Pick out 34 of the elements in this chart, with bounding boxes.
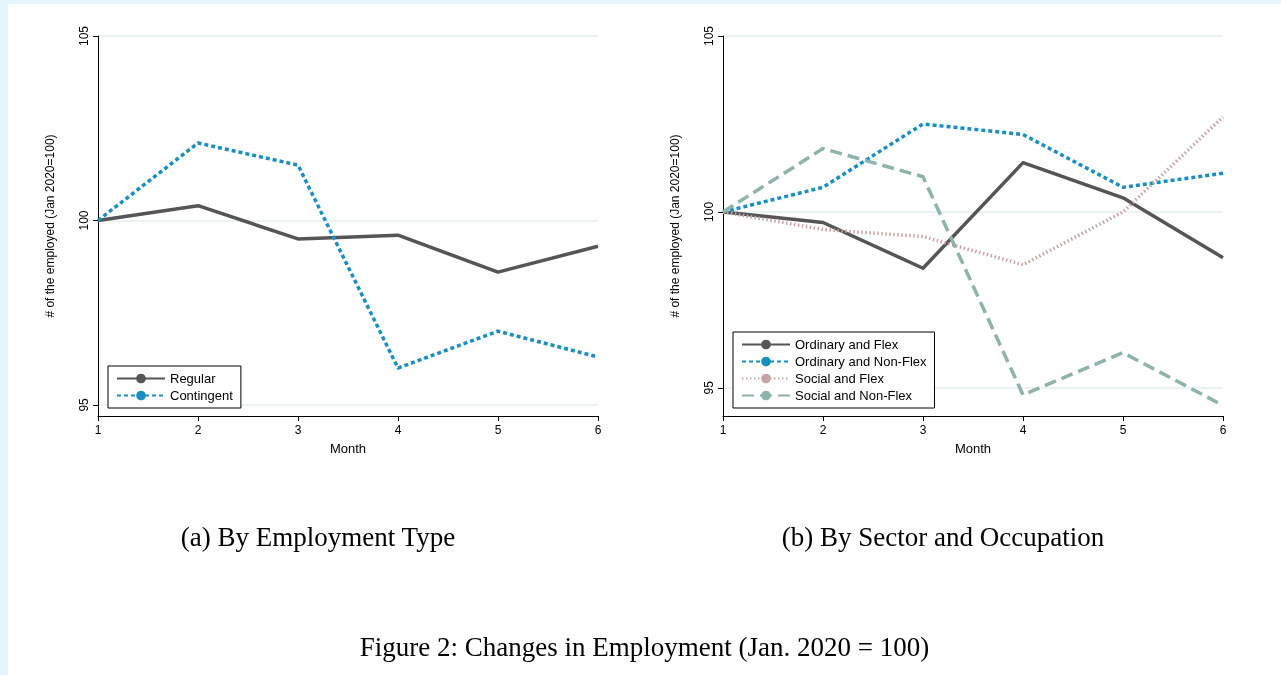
line-series bbox=[721, 115, 1225, 267]
x-tick-label: 1 bbox=[94, 423, 102, 437]
text: (b) By Sector and Occupation bbox=[780, 522, 1106, 553]
legend-label: Regular bbox=[170, 371, 217, 386]
x-tick-label: 1 bbox=[719, 423, 727, 437]
x-tick-label: 2 bbox=[819, 423, 827, 437]
x-tick-label: 5 bbox=[494, 423, 502, 437]
y-tick-label: 100 bbox=[77, 210, 91, 231]
x-axis-title: Month bbox=[329, 441, 367, 456]
y-tick-label: 100 bbox=[702, 201, 716, 222]
caption: Figure 2: Changes in Employment (Jan. 2020 = 100) bbox=[358, 632, 931, 663]
x-tick-label: 3 bbox=[919, 423, 927, 437]
x-tick-label: 6 bbox=[594, 423, 602, 437]
legend-label: Ordinary and Flex bbox=[795, 337, 899, 352]
legend-label: Social and Non-Flex bbox=[795, 388, 913, 403]
y-tick-label: 95 bbox=[702, 380, 716, 395]
y-axis-title: # of the employed (Jan 2020=100) bbox=[43, 134, 57, 318]
line-series bbox=[96, 203, 600, 274]
legend-label: Social and Flex bbox=[795, 371, 885, 386]
x-tick-label: 6 bbox=[1219, 423, 1227, 437]
x-tick-label: 5 bbox=[1119, 423, 1127, 437]
y-tick-label: 105 bbox=[702, 25, 716, 47]
legend-label: Ordinary and Non-Flex bbox=[795, 354, 927, 369]
y-tick-label: 95 bbox=[77, 397, 91, 412]
x-tick-label: 4 bbox=[394, 423, 402, 437]
line-series bbox=[721, 160, 1225, 270]
x-tick-label: 4 bbox=[1019, 423, 1027, 437]
x-axis-title: Month bbox=[954, 441, 992, 456]
text: (a) By Employment Type bbox=[179, 522, 457, 553]
y-axis-title: # of the employed (Jan 2020=100) bbox=[668, 134, 682, 318]
x-tick-label: 2 bbox=[194, 423, 202, 437]
y-tick-label: 105 bbox=[77, 25, 91, 47]
x-tick-label: 3 bbox=[294, 423, 302, 437]
legend-label: Contingent bbox=[170, 388, 234, 403]
